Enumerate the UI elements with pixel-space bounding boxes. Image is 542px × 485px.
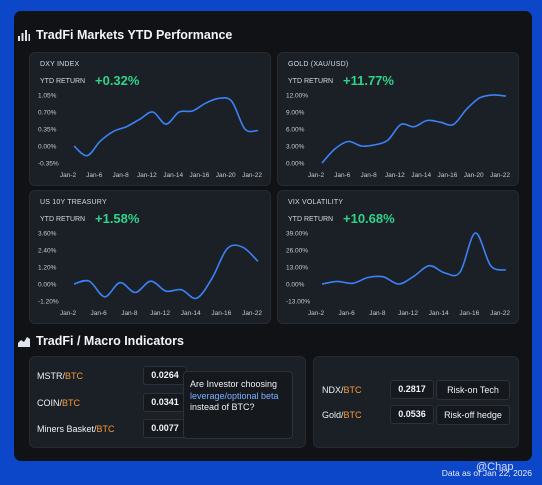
ytd-section-title: TradFi Markets YTD Performance xyxy=(18,28,232,42)
y-tick-label: -13.00% xyxy=(286,299,310,306)
x-tick-label: Jan-12 xyxy=(150,310,170,317)
x-tick-label: Jan-20 xyxy=(464,172,484,179)
chart-card-vix: VIX VOLATILITY YTD RETURN +10.68% 39.00%… xyxy=(277,190,519,324)
indicator-value-coin: 0.0341 xyxy=(143,393,187,412)
tag-risk-off: Risk-off hedge xyxy=(436,405,510,425)
x-tick-label: Jan-12 xyxy=(385,172,405,179)
y-tick-label: 39.00% xyxy=(286,231,308,238)
indicator-label-miners: Miners Basket/BTC xyxy=(37,424,115,434)
x-tick-label: Jan-6 xyxy=(334,172,351,179)
x-tick-label: Jan-20 xyxy=(216,172,236,179)
ytd-return-label: YTD RETURN xyxy=(288,78,334,85)
chart-name: VIX VOLATILITY xyxy=(288,199,344,206)
y-tick-label: 0.70% xyxy=(38,110,57,117)
y-tick-label: 3.60% xyxy=(38,231,57,238)
x-tick-label: Jan-2 xyxy=(308,172,325,179)
x-tick-label: Jan-2 xyxy=(60,172,77,179)
x-tick-label: Jan-12 xyxy=(137,172,157,179)
x-tick-label: Jan-8 xyxy=(360,172,377,179)
y-tick-label: 13.00% xyxy=(286,265,308,272)
x-tick-label: Jan-2 xyxy=(308,310,325,317)
chart-card-gold: GOLD (XAU/USD) YTD RETURN +11.77% 12.00%… xyxy=(277,52,519,186)
chart-name: US 10Y TREASURY xyxy=(40,199,107,206)
y-tick-label: 3.00% xyxy=(286,144,305,151)
y-tick-label: 6.00% xyxy=(286,127,305,134)
x-tick-label: Jan-14 xyxy=(181,310,201,317)
y-tick-label: 1.20% xyxy=(38,265,57,272)
series-line xyxy=(321,232,507,285)
y-tick-label: -1.20% xyxy=(38,299,59,306)
x-tick-label: Jan-16 xyxy=(437,172,457,179)
chart-card-us10y: US 10Y TREASURY YTD RETURN +1.58% 3.60% 2… xyxy=(29,190,271,324)
vix-line-chart: 39.00% 26.00% 13.00% 0.00% -13.00% Jan-2 Jan-6… xyxy=(286,231,510,318)
x-tick-label: Jan-6 xyxy=(91,310,108,317)
indicator-value-ndx: 0.2817 xyxy=(390,380,434,399)
chart-card-dxy: DXY INDEX YTD RETURN +0.32% 1.05% 0.70% 0.… xyxy=(29,52,271,186)
indicator-value-miners: 0.0077 xyxy=(143,419,187,438)
y-tick-label: 0.00% xyxy=(286,161,305,168)
y-tick-label: 1.05% xyxy=(38,93,57,100)
ytd-return-label: YTD RETURN xyxy=(288,216,334,223)
indicator-value-mstr: 0.0264 xyxy=(143,366,187,385)
series-line xyxy=(321,94,507,164)
x-tick-label: Jan-8 xyxy=(121,310,138,317)
x-tick-label: Jan-6 xyxy=(339,310,356,317)
x-tick-label: Jan-12 xyxy=(398,310,418,317)
ytd-return-label: YTD RETURN xyxy=(40,78,86,85)
x-tick-label: Jan-14 xyxy=(429,310,449,317)
y-tick-label: -0.35% xyxy=(38,161,59,168)
ytd-return-value: +10.68% xyxy=(343,211,395,226)
y-tick-label: 0.00% xyxy=(38,282,57,289)
y-tick-label: 2.40% xyxy=(38,248,57,255)
indicator-label-mstr: MSTR/BTC xyxy=(37,371,83,381)
y-tick-label: 0.00% xyxy=(286,282,305,289)
x-tick-label: Jan-16 xyxy=(211,310,231,317)
x-tick-label: Jan-22 xyxy=(242,172,262,179)
x-tick-label: Jan-6 xyxy=(86,172,103,179)
bar-chart-icon xyxy=(18,29,30,41)
chart-name: GOLD (XAU/USD) xyxy=(288,61,349,68)
y-tick-label: 0.35% xyxy=(38,127,57,134)
x-tick-label: Jan-14 xyxy=(411,172,431,179)
x-tick-label: Jan-8 xyxy=(369,310,386,317)
x-tick-label: Jan-22 xyxy=(490,172,510,179)
data-as-of: Data as of Jan 22, 2026 xyxy=(441,468,532,478)
x-tick-label: Jan-22 xyxy=(490,310,510,317)
ytd-title-text: TradFi Markets YTD Performance xyxy=(36,28,233,42)
ytd-return-value: +0.32% xyxy=(95,73,140,88)
y-tick-label: 9.00% xyxy=(286,110,305,117)
ytd-return-label: YTD RETURN xyxy=(40,216,86,223)
x-tick-label: Jan-8 xyxy=(112,172,129,179)
indicator-label-coin: COIN/BTC xyxy=(37,398,81,408)
ytd-return-value: +11.77% xyxy=(343,73,394,88)
x-tick-label: Jan-22 xyxy=(242,310,262,317)
y-tick-label: 0.00% xyxy=(38,144,57,151)
watermark: @Chap xyxy=(476,461,514,473)
dxy-line-chart: 1.05% 0.70% 0.35% 0.00% -0.35%Jan-2 Jan-6 Jan-… xyxy=(38,93,262,180)
y-tick-label: 12.00% xyxy=(286,93,308,100)
x-tick-label: Jan-2 xyxy=(60,310,77,317)
indicator-value-gold: 0.0536 xyxy=(390,405,434,424)
macro-section-title: TradFi / Macro Indicators xyxy=(18,334,184,348)
question-highlight: leverage/optional beta xyxy=(190,390,279,401)
chart-name: DXY INDEX xyxy=(40,61,80,68)
series-line xyxy=(73,97,259,157)
investor-question-box: Are Investor choosing leverage/optional … xyxy=(183,371,293,439)
ytd-return-value: +1.58% xyxy=(95,211,140,226)
macro-title-text: TradFi / Macro Indicators xyxy=(36,334,184,348)
series-line xyxy=(73,244,259,300)
tag-risk-on: Risk-on Tech xyxy=(436,380,510,400)
indicator-label-gold: Gold/BTC xyxy=(322,410,362,420)
x-tick-label: Jan-16 xyxy=(189,172,209,179)
indicator-label-ndx: NDX/BTC xyxy=(322,385,362,395)
y-tick-label: 26.00% xyxy=(286,248,308,255)
x-tick-label: Jan-16 xyxy=(459,310,479,317)
us10y-line-chart: 3.60% 2.40% 1.20% 0.00% -1.20%Jan-2 Jan-6 Jan-… xyxy=(38,231,262,318)
gold-line-chart: 12.00% 9.00% 6.00% 3.00% 0.00%Jan-2 Jan-6 Jan-… xyxy=(286,93,510,180)
macro-hedge-card xyxy=(313,356,519,448)
area-chart-icon xyxy=(18,336,30,347)
x-tick-label: Jan-14 xyxy=(163,172,183,179)
